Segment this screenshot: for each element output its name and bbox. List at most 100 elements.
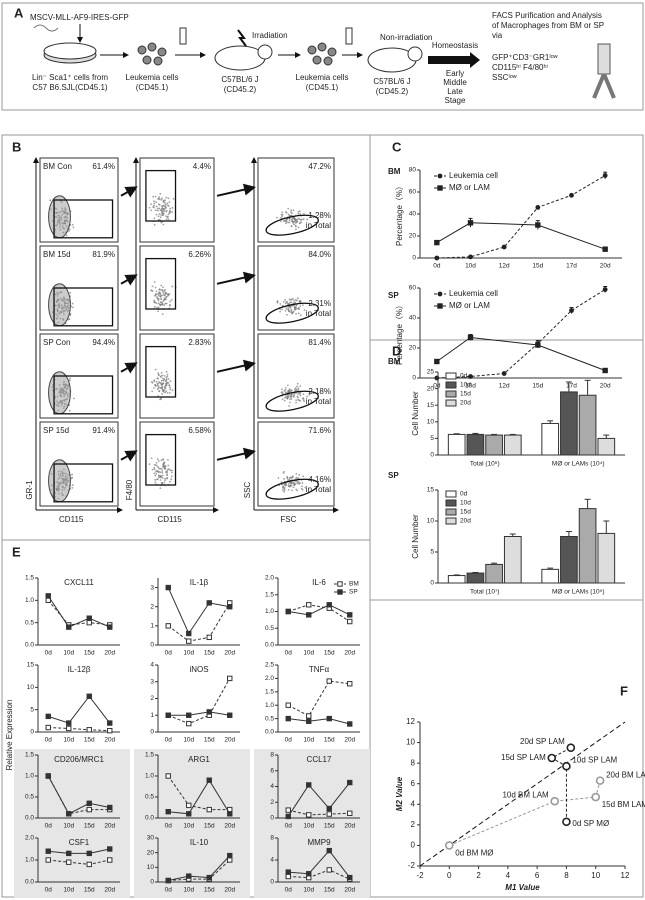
event-dot [281,483,284,486]
event-dot [155,302,158,304]
x-tick-label: 10d [303,650,314,657]
event-dot [148,463,151,466]
series-line [48,848,110,854]
x-tick-label: 0d [433,383,441,390]
event-dot [155,213,158,216]
event-dot [153,299,155,302]
event-dot [160,284,163,287]
event-dot [155,290,158,293]
event-dot [155,201,158,203]
event-dot [283,486,286,489]
event-dot [71,223,74,226]
x-tick-label: 0d [285,737,293,744]
event-dot [299,399,302,402]
event-dot [157,474,160,477]
row-label: BM Con [43,162,72,171]
point [45,857,51,863]
event-dot [295,472,298,475]
point [501,371,507,376]
event-dot [283,490,285,493]
event-dot [289,477,292,479]
series-line [436,289,606,379]
event-dot [164,302,167,305]
event-dot [164,391,167,394]
event-dot [165,384,168,386]
x-tick-label: 20d [104,737,115,744]
event-dot [159,218,161,221]
chart-title: IL-6 [312,578,326,587]
event-dot [165,302,168,305]
event-dot [153,223,156,226]
legend-label: 0d [460,491,468,498]
gate-percent: 91.4% [92,426,115,435]
event-dot [296,218,299,221]
flow-plot [139,333,215,419]
event-dot [150,289,153,292]
bar [503,536,522,584]
point [591,792,601,802]
event-dot [286,384,289,387]
event-dot [168,201,171,203]
event-dot [167,382,170,384]
x-tick-label: 10d [303,887,314,894]
y-tick-label: 0.5 [265,715,274,722]
event-dot [155,380,158,383]
point [306,871,312,877]
y-tick-label: 4 [411,799,416,808]
series-line [168,779,231,815]
point [562,817,571,827]
y-tick-label: 1.0 [25,857,34,864]
gate [265,390,319,412]
event-dot [162,458,165,461]
event-dot [284,302,287,305]
point [186,873,192,879]
event-dot [171,285,174,288]
x-tick-label: 0d [45,737,53,744]
y-tick-label: 2.0 [265,575,274,582]
event-dot [168,304,171,307]
event-dot [294,224,297,227]
event-dot [276,300,279,303]
y-tick-label: 0.5 [25,794,34,801]
event-dot [284,222,287,225]
x-tick-label: 10d [183,650,194,657]
event-dot [170,478,173,481]
x-tick-label: 0d [433,263,441,270]
point [285,715,291,722]
legend-label: 10d [460,382,471,389]
event-dot [297,388,300,391]
series-line [47,600,110,626]
event-dot [295,401,297,404]
event-dot [155,472,158,475]
event-dot [295,313,297,315]
bar [597,532,616,584]
y-tick-label: 15 [427,487,435,494]
event-dot [299,392,302,394]
gate-percent: 71.6% [308,426,331,435]
y-tick-label: 5 [30,706,34,713]
event-dot [171,211,174,214]
event-dot [167,468,169,471]
event-dot [281,308,283,311]
event-dot [156,383,159,385]
panel-letter: A [14,5,24,20]
chart-title: IL-10 [190,838,209,847]
x-tick-label: 15d [324,737,335,744]
bar [503,434,522,456]
event-dot [163,304,166,307]
event-dot [157,215,160,218]
y-tick-label: 0.5 [145,794,154,801]
virus-icon [33,24,59,32]
point [347,681,353,687]
arrow [216,447,256,461]
trajectory [449,780,601,846]
axis-title: Cell Number [411,391,420,436]
axis-title: GR-1 [25,480,34,500]
label: Middle [443,78,467,87]
event-dot [288,401,291,404]
event-dot [157,298,159,301]
sorter-icon [602,73,616,99]
chart-title: SP [388,471,399,480]
row-label: SP Con [43,338,70,347]
x-tick-label: 10d [183,823,194,830]
